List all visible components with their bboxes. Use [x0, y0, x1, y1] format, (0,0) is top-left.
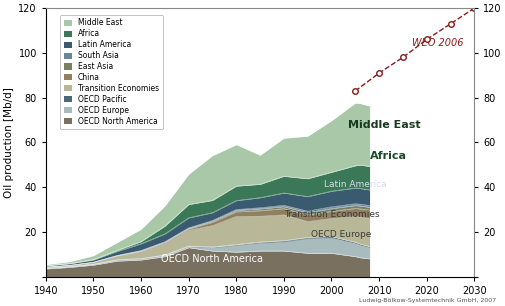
Text: Latin America: Latin America: [323, 181, 386, 189]
Text: Africa: Africa: [369, 151, 407, 161]
Y-axis label: Oil production [Mb/d]: Oil production [Mb/d]: [4, 87, 14, 198]
Text: OECD North America: OECD North America: [161, 254, 263, 264]
Text: WEO 2006: WEO 2006: [412, 38, 463, 48]
Text: Middle East: Middle East: [347, 120, 419, 129]
Text: Ludwig-Bölkow-Systemtechnik GmbH, 2007: Ludwig-Bölkow-Systemtechnik GmbH, 2007: [358, 298, 495, 303]
Text: OECD Europe: OECD Europe: [310, 230, 371, 239]
Text: Transition Economies: Transition Economies: [283, 210, 379, 218]
Legend: Middle East, Africa, Latin America, South Asia, East Asia, China, Transition Eco: Middle East, Africa, Latin America, Sout…: [60, 15, 163, 129]
